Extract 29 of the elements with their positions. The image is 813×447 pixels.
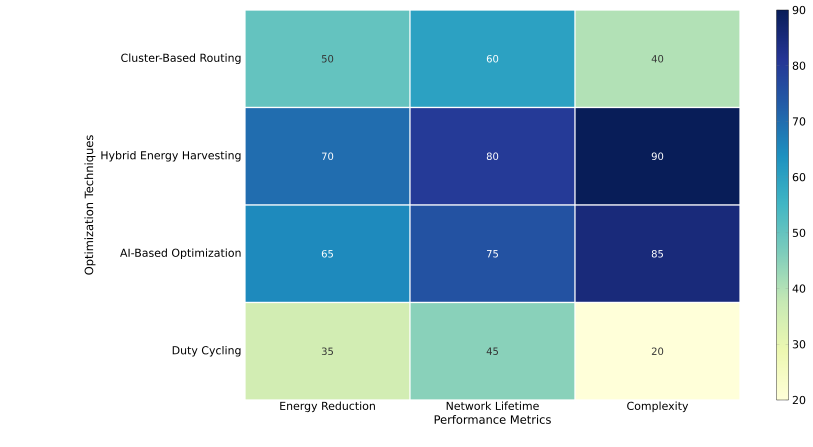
y-tick-label: Cluster-Based Routing [121, 53, 240, 64]
data-label: 60 [486, 54, 498, 63]
data-label: 70 [322, 152, 334, 160]
data-label: 20 [652, 347, 664, 356]
color-bar-label: 20 [792, 396, 806, 404]
x-tick-label: Complexity [627, 402, 688, 412]
y-tick-label: AI-Based Optimization [120, 248, 241, 260]
color-bar-label: 50 [792, 228, 806, 237]
x-tick-label: Network Lifetime [446, 402, 539, 410]
data-label: 75 [486, 250, 498, 258]
x-axis-title: Performance Metrics [434, 414, 551, 424]
data-label: 80 [486, 152, 498, 160]
color-bar-label: 80 [792, 62, 806, 70]
color-bar-label: 60 [792, 173, 806, 182]
color-bar-label: 30 [792, 340, 806, 348]
data-label: 50 [322, 54, 334, 63]
x-tick-label: Energy Reduction [280, 402, 375, 412]
data-label: 90 [652, 152, 664, 160]
color-bar-label: 90 [792, 6, 806, 14]
y-axis-title: Optimization Techniques [84, 135, 96, 275]
data-label: 85 [652, 250, 663, 258]
color-bar-label: 70 [792, 117, 806, 126]
color-bar-label: 40 [792, 284, 806, 293]
data-label: 45 [486, 348, 498, 355]
data-label: 65 [322, 250, 333, 258]
y-tick-label: Hybrid Energy Harvesting [101, 150, 240, 162]
y-tick-label: Duty Cycling [172, 346, 240, 357]
data-label: 40 [652, 54, 664, 63]
data-label: 35 [322, 347, 333, 356]
